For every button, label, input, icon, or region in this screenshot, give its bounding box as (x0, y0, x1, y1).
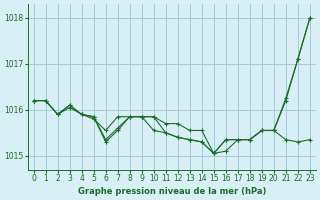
X-axis label: Graphe pression niveau de la mer (hPa): Graphe pression niveau de la mer (hPa) (77, 187, 266, 196)
